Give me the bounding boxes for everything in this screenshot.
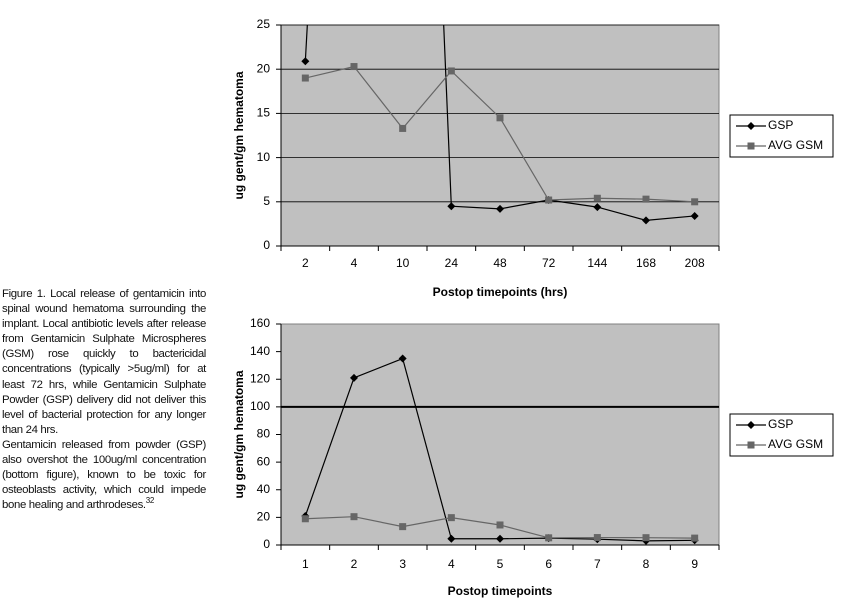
marker xyxy=(642,216,650,225)
y-tick-label: 15 xyxy=(257,106,271,120)
marker xyxy=(496,114,504,122)
y-tick-label: 140 xyxy=(250,344,270,358)
plot-area xyxy=(280,323,720,546)
marker xyxy=(496,521,504,529)
x-tick-label: 48 xyxy=(493,256,507,270)
marker xyxy=(399,124,407,132)
y-axis-label: ug gent/gm hematoma xyxy=(232,370,246,498)
y-tick-label: 40 xyxy=(257,482,271,496)
x-tick-label: 1 xyxy=(302,557,309,571)
y-tick-label: 80 xyxy=(257,427,271,441)
legend xyxy=(729,114,834,158)
y-tick-label: 100 xyxy=(250,399,270,413)
marker xyxy=(642,195,650,203)
x-tick-label: 7 xyxy=(594,557,601,571)
marker xyxy=(447,67,455,75)
y-tick-label: 5 xyxy=(263,194,270,208)
marker xyxy=(747,421,755,429)
marker xyxy=(747,142,755,150)
x-axis-label: Postop timepoints (hrs) xyxy=(433,285,568,299)
marker xyxy=(447,202,456,211)
marker xyxy=(545,534,553,542)
marker xyxy=(496,204,504,213)
marker xyxy=(496,534,504,543)
y-tick-label: 25 xyxy=(257,17,271,31)
y-axis-label: ug gent/gm hematoma xyxy=(232,71,246,199)
x-tick-label: 10 xyxy=(396,256,410,270)
caption-text: Gentamicin released from powder (GSP) al… xyxy=(2,438,206,512)
y-tick-label: 0 xyxy=(263,238,270,252)
x-tick-label: 8 xyxy=(643,557,650,571)
x-tick-label: 4 xyxy=(351,256,358,270)
x-axis-label: Postop timepoints xyxy=(448,584,553,598)
x-tick-label: 6 xyxy=(545,557,552,571)
marker xyxy=(545,196,553,204)
marker xyxy=(593,534,601,542)
x-tick-label: 24 xyxy=(445,256,459,270)
y-tick-label: 120 xyxy=(250,371,270,385)
marker xyxy=(399,523,407,531)
marker xyxy=(447,514,455,522)
x-tick-label: 72 xyxy=(542,256,556,270)
marker xyxy=(301,57,310,66)
x-tick-label: 144 xyxy=(587,256,607,270)
marker xyxy=(350,513,358,521)
y-tick-label: 10 xyxy=(257,150,271,164)
series-group xyxy=(301,25,699,225)
x-tick-label: 2 xyxy=(302,256,309,270)
legend-label: AVG GSM xyxy=(768,138,823,152)
y-tick-label: 160 xyxy=(250,316,270,330)
y-tick-label: 20 xyxy=(257,61,271,75)
x-tick-label: 4 xyxy=(448,557,455,571)
x-tick-label: 3 xyxy=(399,557,406,571)
y-tick-label: 20 xyxy=(257,510,271,524)
marker xyxy=(350,373,358,382)
y-tick-label: 0 xyxy=(263,537,270,551)
marker xyxy=(301,74,309,82)
marker xyxy=(747,122,755,130)
x-tick-label: 2 xyxy=(351,557,358,571)
marker xyxy=(690,211,699,220)
legend xyxy=(729,413,834,457)
marker xyxy=(447,534,456,543)
marker xyxy=(593,194,601,202)
marker xyxy=(301,515,309,523)
caption: Figure 1. Local release of gentamicin in… xyxy=(2,287,206,513)
marker xyxy=(691,198,699,206)
x-tick-label: 168 xyxy=(636,256,656,270)
marker xyxy=(398,354,407,363)
y-tick-label: 60 xyxy=(257,454,271,468)
legend-label: GSP xyxy=(768,118,793,132)
legend-label: AVG GSM xyxy=(768,437,823,451)
marker xyxy=(593,203,602,212)
series-group xyxy=(301,354,699,545)
marker xyxy=(691,534,699,542)
x-tick-label: 208 xyxy=(685,256,705,270)
marker xyxy=(642,534,650,542)
caption-text: Figure 1. Local release of gentamicin in… xyxy=(2,288,206,436)
marker xyxy=(350,63,358,71)
reference: 32 xyxy=(145,496,155,506)
legend-label: GSP xyxy=(768,417,793,431)
caption-text: Gentamicin released from powder (GSP) al… xyxy=(2,438,206,513)
x-tick-label: 9 xyxy=(691,557,698,571)
marker xyxy=(747,441,755,449)
x-tick-label: 5 xyxy=(497,557,504,571)
